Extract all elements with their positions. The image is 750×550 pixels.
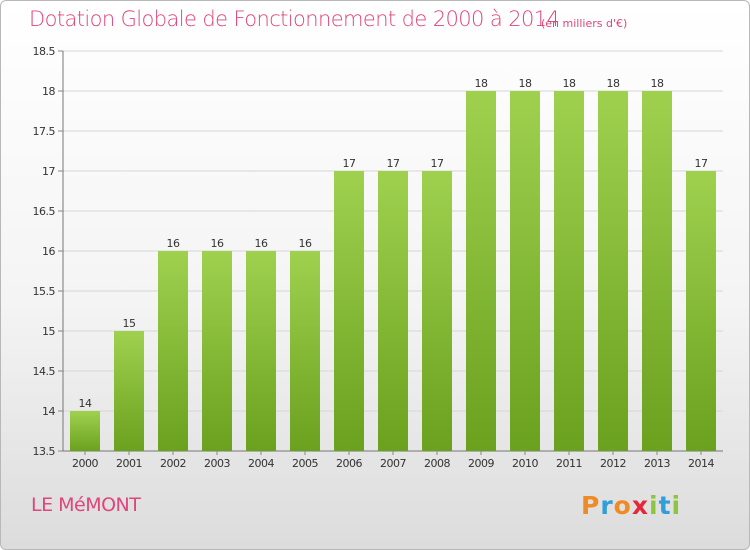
- y-tick-label: 14: [42, 405, 55, 418]
- bar-value-label: 14: [79, 397, 92, 410]
- chart-title: Dotation Globale de Fonctionnement de 20…: [29, 7, 560, 31]
- bar-value-label: 15: [123, 317, 136, 330]
- bar-value-label: 17: [343, 157, 356, 170]
- bar-value-label: 18: [563, 77, 576, 90]
- bar-value-label: 16: [211, 237, 224, 250]
- bar-value-label: 16: [167, 237, 180, 250]
- bar-value-label: 17: [695, 157, 708, 170]
- bar[interactable]: [422, 171, 452, 451]
- proxiti-logo[interactable]: Proxiti: [581, 491, 681, 520]
- bar-value-label: 16: [255, 237, 268, 250]
- commune-name: LE MéMONT: [31, 494, 141, 516]
- bar[interactable]: [114, 331, 144, 451]
- y-tick-label: 17: [42, 165, 55, 178]
- x-tick-label: 2011: [556, 457, 582, 470]
- bar-value-label: 16: [299, 237, 312, 250]
- logo-letter: x: [631, 491, 649, 520]
- bar[interactable]: [246, 251, 276, 451]
- bar-value-label: 17: [431, 157, 444, 170]
- y-tick-label: 16.5: [33, 205, 56, 218]
- bar[interactable]: [598, 91, 628, 451]
- logo-letter: t: [658, 491, 672, 520]
- x-tick-label: 2009: [468, 457, 494, 470]
- chart-unit: (en milliers d'€): [541, 17, 628, 30]
- bar[interactable]: [510, 91, 540, 451]
- logo-letter: i: [671, 491, 682, 520]
- bar-value-label: 18: [651, 77, 664, 90]
- x-tick-label: 2000: [72, 457, 98, 470]
- y-tick-label: 14.5: [33, 365, 56, 378]
- x-tick-label: 2003: [204, 457, 230, 470]
- bar[interactable]: [686, 171, 716, 451]
- y-tick-label: 15.5: [33, 285, 56, 298]
- y-tick-label: 15: [42, 325, 55, 338]
- x-tick-label: 2005: [292, 457, 318, 470]
- bar-value-label: 17: [387, 157, 400, 170]
- y-tick-label: 17.5: [33, 125, 56, 138]
- bar[interactable]: [158, 251, 188, 451]
- y-tick-label: 16: [42, 245, 55, 258]
- bar-value-label: 18: [475, 77, 488, 90]
- bar[interactable]: [554, 91, 584, 451]
- x-tick-label: 2007: [380, 457, 406, 470]
- x-tick-label: 2014: [688, 457, 714, 470]
- bar-value-label: 18: [519, 77, 532, 90]
- y-tick-label: 18: [42, 85, 55, 98]
- x-tick-label: 2012: [600, 457, 626, 470]
- x-tick-label: 2001: [116, 457, 142, 470]
- x-tick-label: 2002: [160, 457, 186, 470]
- bar-value-label: 18: [607, 77, 620, 90]
- x-tick-label: 2004: [248, 457, 274, 470]
- logo-letter: o: [613, 491, 632, 520]
- bar[interactable]: [378, 171, 408, 451]
- x-tick-label: 2008: [424, 457, 450, 470]
- bar[interactable]: [642, 91, 672, 451]
- x-tick-label: 2010: [512, 457, 538, 470]
- logo-letter: P: [581, 491, 601, 520]
- logo-letter: r: [600, 491, 614, 520]
- bar[interactable]: [70, 411, 100, 451]
- bar[interactable]: [290, 251, 320, 451]
- x-tick-label: 2006: [336, 457, 362, 470]
- bar[interactable]: [466, 91, 496, 451]
- x-tick-label: 2013: [644, 457, 670, 470]
- bar[interactable]: [334, 171, 364, 451]
- logo-letter: i: [649, 491, 659, 520]
- bar[interactable]: [202, 251, 232, 451]
- y-tick-label: 18.5: [33, 45, 56, 58]
- y-tick-label: 13.5: [33, 445, 56, 458]
